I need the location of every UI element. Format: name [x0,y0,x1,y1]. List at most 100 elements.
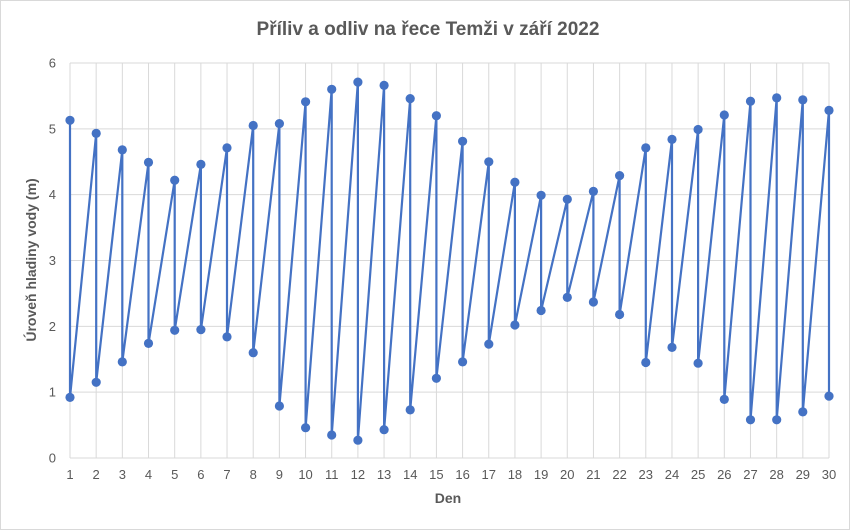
x-tick-label: 14 [403,467,417,482]
data-point [667,134,677,144]
x-tick-label: 21 [586,467,600,482]
x-tick-label: 12 [351,467,365,482]
y-tick-label: 2 [49,319,56,334]
x-tick-label: 11 [325,467,339,482]
data-point [301,97,311,107]
data-point [301,423,311,433]
data-point [824,391,834,401]
data-point [615,309,625,320]
data-point [196,325,206,335]
data-point [772,415,782,425]
data-point [484,339,494,349]
series-water-level [65,77,834,445]
data-point [536,190,546,200]
y-tick-label: 3 [49,253,56,268]
x-tick-label: 25 [691,467,705,482]
data-point [117,357,127,367]
data-point [431,111,441,121]
x-tick-label: 6 [197,467,204,482]
data-point [65,115,75,125]
data-point [248,348,258,358]
data-point [65,392,75,402]
data-point [143,338,154,348]
data-point [91,128,101,138]
x-tick-label: 30 [822,467,836,482]
data-point [693,124,703,135]
y-tick-label: 1 [49,385,56,400]
x-tick-label: 10 [298,467,312,482]
x-tick-label: 7 [223,467,230,482]
x-tick-label: 22 [612,467,626,482]
y-tick-label: 4 [49,187,56,202]
data-point [170,325,180,335]
x-tick-label: 13 [377,467,391,482]
data-point [667,342,677,352]
x-tick-label: 16 [455,467,469,482]
x-tick-label: 15 [429,467,443,482]
data-point [562,194,572,204]
y-axis-label: Úroveň hladiny vody (m) [22,178,39,341]
data-point [327,430,337,440]
data-point [353,77,363,87]
y-tick-label: 0 [49,451,56,466]
data-point [196,159,206,169]
data-point [117,145,127,155]
data-point [536,305,546,316]
x-tick-label: 5 [171,467,178,482]
data-point [222,143,232,153]
x-tick-label: 17 [482,467,496,482]
x-tick-label: 24 [665,467,679,482]
x-tick-label: 18 [508,467,522,482]
y-tick-label: 5 [49,121,56,136]
x-axis-label: Den [435,490,461,506]
data-point [772,93,782,103]
data-point [222,332,232,342]
data-point [353,435,363,445]
data-point [405,405,415,415]
data-point [745,415,756,425]
x-tick-label: 8 [250,467,257,482]
x-tick-label: 28 [769,467,783,482]
data-point [458,136,468,146]
x-tick-label: 4 [145,467,152,482]
data-point [143,157,154,167]
data-point [615,171,625,181]
data-point [641,143,651,153]
data-point [274,119,284,129]
data-point [510,177,520,187]
data-point [588,186,599,196]
data-point [458,357,468,367]
data-point [693,358,703,368]
data-point [719,394,729,404]
y-tick-labels: 0 1 2 3 4 5 6 [49,56,56,466]
data-point [562,292,572,302]
data-point [431,373,441,383]
y-tick-label: 6 [49,56,56,71]
data-point [588,297,599,307]
data-point [484,157,494,167]
data-point [405,94,415,104]
x-tick-label: 27 [743,467,757,482]
data-point [379,80,389,90]
x-tick-label: 1 [66,467,73,482]
data-point [170,175,180,185]
data-point [510,320,520,330]
data-point [798,407,808,417]
x-tick-label: 2 [93,467,100,482]
data-point [641,357,651,368]
data-point [379,425,389,435]
data-point [327,84,337,94]
data-point [745,96,756,106]
series-line [68,81,831,442]
data-point [248,120,258,131]
x-tick-label: 23 [639,467,653,482]
data-point [91,377,101,387]
x-tick-label: 9 [276,467,283,482]
data-point [824,105,834,115]
x-tick-label: 26 [717,467,731,482]
chart-title: Příliv a odliv na řece Temži v září 2022 [257,19,600,40]
x-tick-label: 19 [534,467,548,482]
x-tick-label: 3 [119,467,126,482]
data-point [719,110,729,120]
